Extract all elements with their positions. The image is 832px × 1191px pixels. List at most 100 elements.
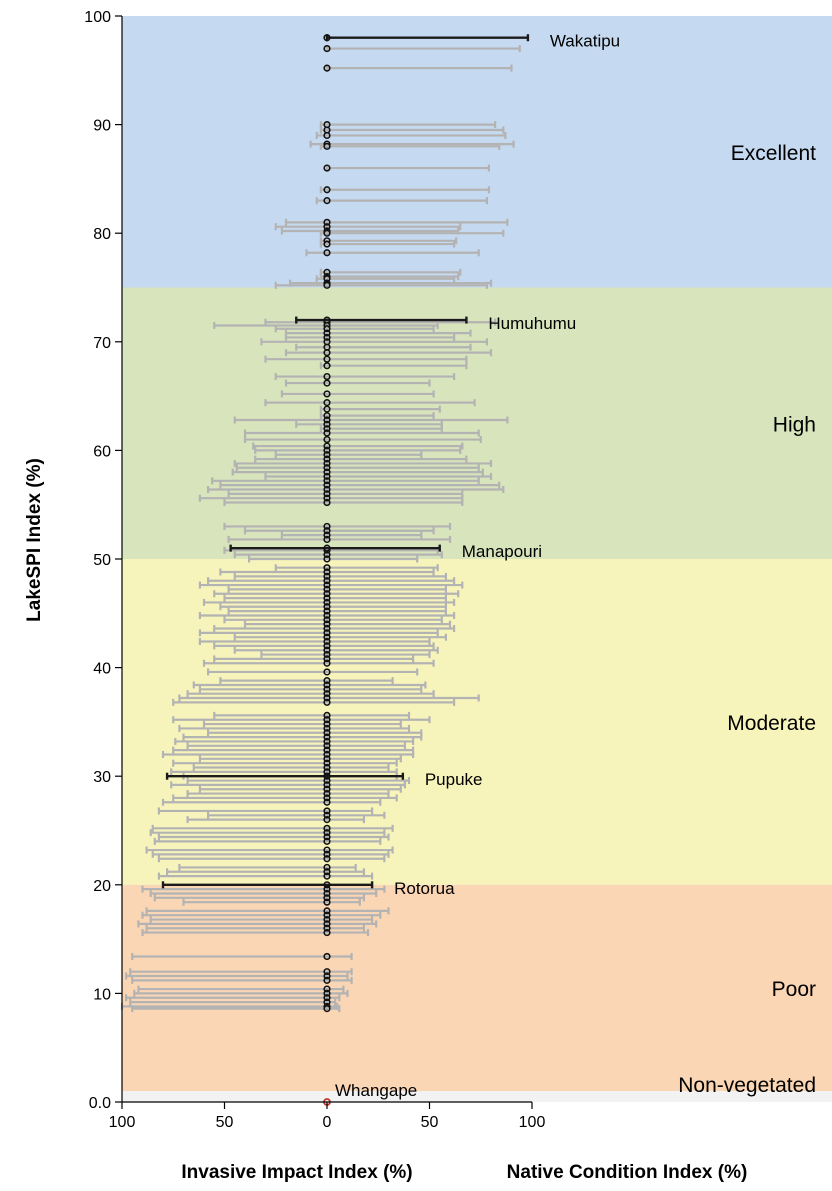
lake-bar-116 (207, 811, 386, 819)
lake-bar-97 (178, 724, 411, 733)
lake-bar-62-point (323, 551, 331, 559)
lake-bar-62 (233, 551, 443, 559)
lake-bar-136-point (323, 924, 331, 932)
lake-bar-9-point (323, 197, 331, 205)
lake-bar-17 (319, 268, 462, 276)
lake-bar-54-point (323, 490, 331, 498)
lake-bar-31-point (323, 362, 331, 370)
lake-bar-65-point (323, 568, 331, 576)
lake-bar-111 (198, 785, 402, 793)
lake-bar-46-point (323, 455, 331, 463)
lake-bar-102-point (323, 746, 331, 754)
lake-bar-93 (172, 698, 456, 706)
lake-bar-118-point (323, 824, 331, 832)
lake-bar-127 (157, 872, 374, 880)
lake-bar-139 (129, 968, 353, 976)
y-tick-label-30: 30 (93, 769, 111, 786)
lake-bar-122 (145, 846, 394, 854)
lake-bar-118 (151, 824, 394, 832)
lake-bar-134 (149, 915, 374, 924)
lake-bar-76-point (323, 616, 331, 624)
lake-bar-88 (219, 677, 394, 685)
lake-bar-86 (202, 659, 435, 667)
lake-bar-79 (198, 629, 439, 637)
lake-bar-94-point (323, 711, 331, 719)
lake-bar-125-point (323, 863, 331, 872)
lake-bar-123-point (323, 850, 331, 858)
lake-bar-138 (131, 952, 353, 961)
lake-bar-49-point (323, 468, 331, 476)
lake-bar-104-point (323, 755, 331, 763)
lake-bar-pupuke-point (323, 772, 331, 780)
lake-bar-34 (280, 390, 435, 398)
lake-bar-133-point (323, 911, 331, 919)
lake-bar-112-point (323, 789, 331, 798)
lake-bar-55-point (323, 494, 331, 502)
lake-bar-71-point (323, 594, 331, 602)
lake-label-wakatipu: Wakatipu (550, 32, 620, 51)
lake-bar-131 (182, 898, 361, 906)
lake-bar-96-point (323, 720, 331, 728)
lake-bar-1 (323, 64, 513, 72)
lake-bar-10-point (323, 218, 331, 226)
lake-bar-21 (274, 281, 488, 289)
lake-bar-121 (153, 837, 382, 845)
lake-bar-manapouri-point (323, 544, 331, 552)
lake-bar-95-point (323, 716, 331, 724)
lake-bar-77-point (323, 620, 331, 628)
lake-bar-134-point (323, 915, 331, 924)
lake-bar-27 (260, 338, 488, 346)
lake-bar-75 (198, 611, 456, 620)
lake-bar-65 (219, 568, 435, 576)
lake-bar-46 (254, 455, 468, 463)
lake-bar-64-point (323, 564, 331, 572)
lake-bar-35 (264, 399, 476, 407)
lake-bar-19 (315, 275, 456, 283)
band-non-vegetated (122, 1091, 832, 1102)
lake-bar-11-point (323, 223, 331, 231)
lake-bar-144 (124, 994, 341, 1002)
lake-bar-78 (213, 624, 456, 633)
lake-bar-66 (233, 572, 447, 580)
lake-bar-86-point (323, 659, 331, 667)
lake-bar-39-point (323, 420, 331, 428)
lake-bar-147-point (323, 1005, 331, 1013)
lake-bar-90 (198, 685, 423, 693)
lake-bar-69-point (323, 585, 331, 594)
y-tick-label-80: 80 (93, 226, 111, 243)
lake-bar-52-point (323, 481, 331, 489)
lake-bar-26-point (323, 333, 331, 342)
lake-bar-56 (223, 498, 464, 507)
lake-bar-8-point (323, 186, 331, 194)
lake-bar-67 (207, 577, 456, 585)
band-moderate (122, 559, 832, 885)
lake-bar-53 (207, 485, 505, 494)
lake-bar-13 (319, 229, 505, 237)
lake-bar-112 (186, 789, 390, 798)
lake-bar-59-point (323, 531, 331, 539)
lake-bar-89-point (323, 681, 331, 689)
lake-bar-133 (141, 911, 382, 919)
lake-bar-119 (149, 829, 386, 837)
lake-bar-116-point (323, 811, 331, 819)
lake-bar-74 (227, 607, 447, 615)
y-tick-label-40: 40 (93, 661, 111, 678)
lake-bar-130 (153, 894, 365, 902)
lake-bar-113-point (323, 794, 331, 802)
y-axis-title: LakeSPI Index (%) (24, 458, 45, 622)
lake-bar-97-point (323, 724, 331, 733)
lake-bar-13-point (323, 229, 331, 237)
lake-bar-70 (213, 590, 460, 598)
lake-bar-139-point (323, 968, 331, 976)
lake-bar-71 (223, 594, 447, 602)
lake-bar-128 (141, 885, 386, 893)
x-tick-label-native-100: 100 (519, 1114, 546, 1131)
lake-bar-82-point (323, 642, 331, 650)
lake-bar-24-point (323, 325, 331, 333)
lake-bar-29 (284, 349, 493, 357)
lake-bar-106-point (323, 763, 331, 772)
lake-bar-99-point (323, 733, 331, 741)
lake-bar-125 (178, 863, 357, 872)
lake-bar-100 (174, 737, 415, 746)
lake-bar-58 (243, 527, 435, 535)
